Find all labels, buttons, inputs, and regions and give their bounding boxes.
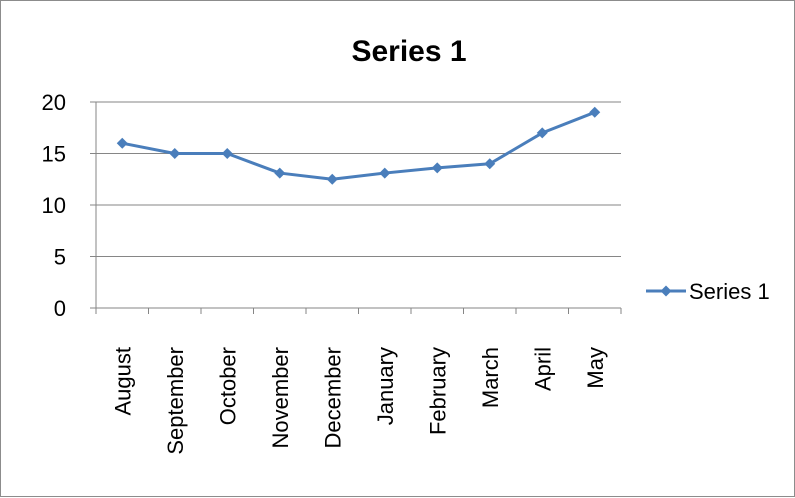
- x-tick-label: May: [583, 347, 608, 389]
- y-tick-label: 10: [42, 193, 66, 218]
- data-point-marker: [221, 148, 233, 159]
- axes: [90, 101, 622, 314]
- y-axis-tick-labels: 0 5 10 15 20: [42, 90, 66, 321]
- y-tick-label: 0: [54, 296, 66, 321]
- chart-title: Series 1: [351, 35, 466, 68]
- data-point-marker: [274, 167, 286, 179]
- legend-label: Series 1: [689, 279, 770, 304]
- data-point-marker: [536, 127, 548, 139]
- data-point-marker: [484, 158, 496, 170]
- y-tick-label: 15: [42, 142, 66, 167]
- series-line: [121, 110, 596, 181]
- x-tick-label: April: [530, 347, 555, 391]
- data-point-marker: [431, 162, 443, 174]
- gridlines: [96, 101, 621, 257]
- x-tick-label: January: [373, 347, 398, 425]
- data-point-marker: [589, 106, 601, 118]
- legend: Series 1: [646, 279, 770, 304]
- x-tick-label: September: [163, 347, 188, 455]
- data-point-marker: [379, 167, 391, 179]
- series-layer: [116, 106, 601, 185]
- y-tick-label: 5: [54, 245, 66, 270]
- data-point-marker: [169, 148, 181, 159]
- x-axis-tick-labels: August September October November December Ja…: [110, 347, 608, 455]
- x-tick-label: October: [215, 347, 240, 425]
- data-point-marker: [326, 173, 338, 185]
- x-tick-label: November: [268, 347, 293, 448]
- x-tick-label: August: [110, 347, 135, 416]
- y-tick-label: 20: [42, 90, 66, 115]
- data-point-marker: [116, 137, 128, 149]
- legend-marker: [660, 285, 672, 297]
- x-tick-label: February: [425, 347, 450, 435]
- x-tick-label: March: [478, 347, 503, 408]
- x-tick-label: December: [320, 347, 345, 448]
